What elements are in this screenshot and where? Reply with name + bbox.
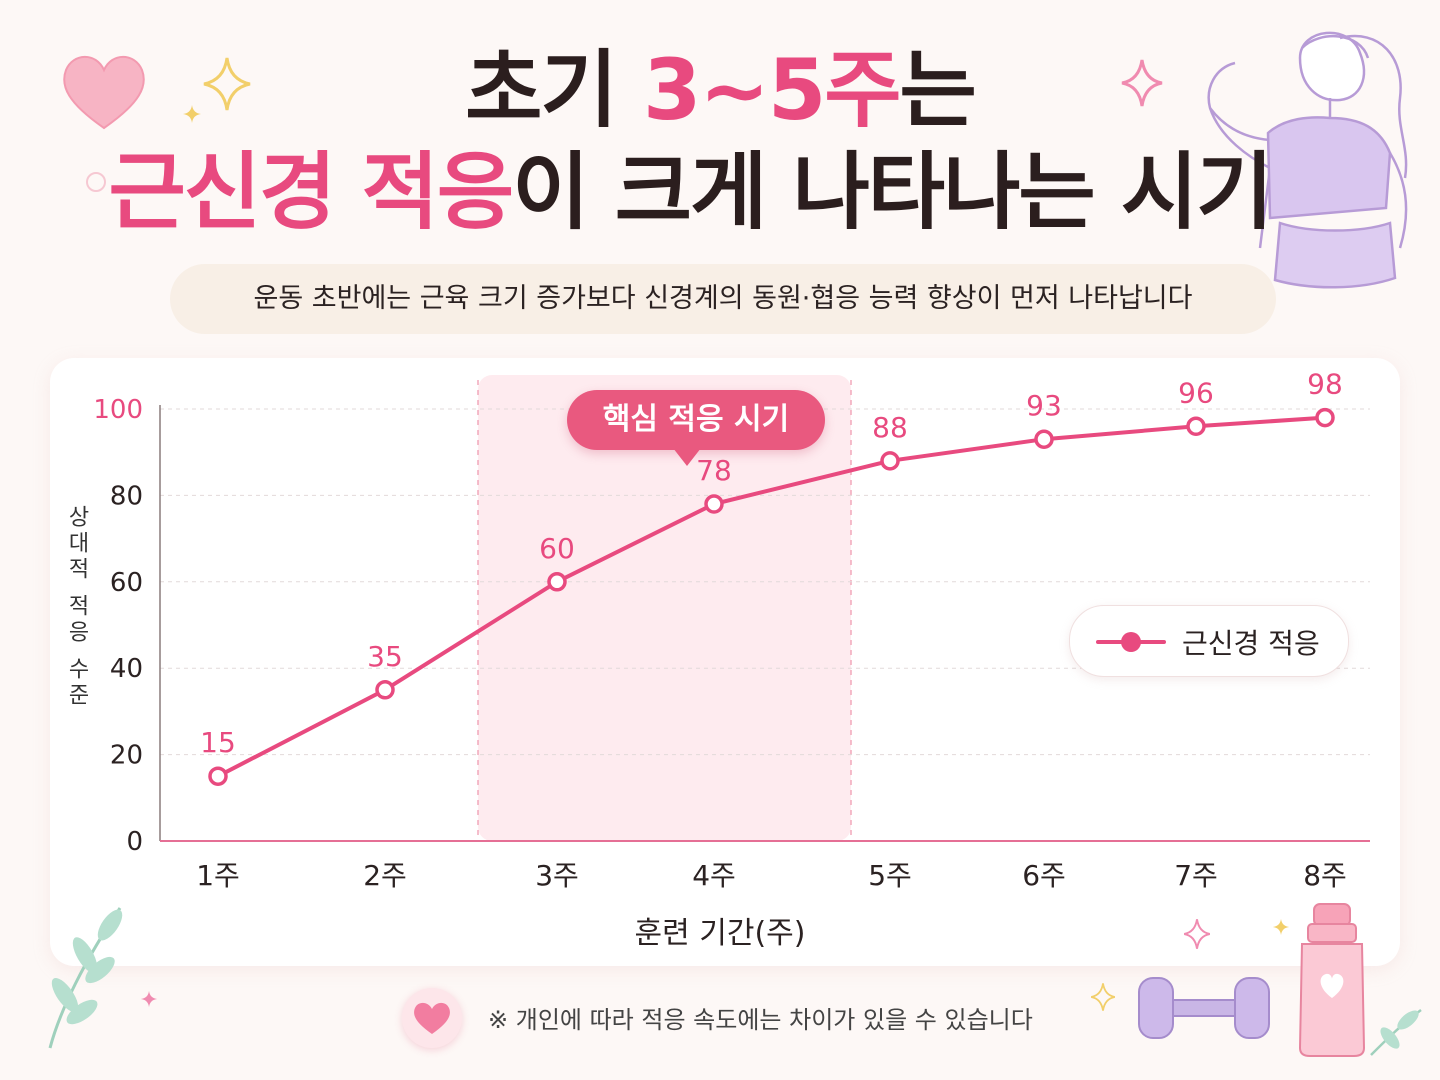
callout-tail [673, 448, 701, 466]
data-label: 60 [539, 532, 575, 565]
x-tick-label: 5주 [868, 859, 912, 892]
data-point [880, 451, 900, 471]
sparkle-icon [203, 57, 251, 111]
leaf-icon [1370, 1009, 1422, 1056]
y-tick-label: 100 [93, 395, 143, 425]
x-tick-label: 6주 [1022, 859, 1066, 892]
sparkle-icon [1183, 919, 1211, 949]
water-bottle-icon [1298, 903, 1366, 1057]
legend-label: 근신경 적응 [1182, 627, 1320, 660]
leaf-icon [48, 907, 123, 1049]
dumbbell-icon [1138, 977, 1270, 1039]
title-prefix: 초기 [465, 41, 643, 139]
data-label: 93 [1026, 389, 1062, 422]
decorative-dot [86, 172, 106, 192]
data-point [704, 494, 724, 514]
data-label: 78 [696, 454, 732, 487]
footnote: ※ 개인에 따라 적응 속도에는 차이가 있을 수 있습니다 [488, 1006, 1033, 1034]
title-highlight-adaptation: 근신경 적응 [108, 143, 515, 241]
woman-flexing-illustration [1207, 31, 1408, 289]
data-label: 35 [367, 640, 403, 673]
data-label: 88 [872, 411, 908, 444]
data-point [1186, 416, 1206, 437]
x-tick-label: 4주 [692, 859, 736, 892]
legend: 근신경 적응 [1069, 605, 1349, 677]
data-point [375, 680, 395, 700]
sparkle-icon [1121, 59, 1163, 107]
x-tick-label: 3주 [535, 859, 579, 892]
data-label: 96 [1178, 376, 1214, 409]
data-label: 15 [200, 726, 236, 759]
heart-badge [402, 988, 462, 1048]
heart-icon [414, 1002, 450, 1034]
title-line2-suffix: 이 크게 나타나는 시기 [512, 143, 1273, 241]
x-tick-label: 2주 [363, 859, 407, 892]
y-tick-label: 0 [126, 827, 143, 857]
data-point [1315, 407, 1335, 428]
subtitle-banner: 운동 초반에는 근육 크기 증가보다 신경계의 동원·협응 능력 향상이 먼저 … [170, 264, 1276, 334]
sparkle-icon [1090, 983, 1116, 1011]
y-tick-label: 20 [110, 741, 143, 771]
legend-marker [1121, 632, 1141, 652]
page-title: 초기 3~5주는 근신경 적응이 크게 나타나는 시기 [0, 40, 1440, 244]
x-tick-label: 7주 [1174, 859, 1218, 892]
sparkle-icon [140, 990, 158, 1008]
key-period-callout: 핵심 적응 시기 [567, 390, 825, 450]
series-line [217, 415, 1326, 778]
x-tick-label: 8주 [1303, 859, 1347, 892]
data-point [1034, 429, 1054, 449]
heart-icon [63, 55, 145, 130]
sparkle-icon [183, 105, 201, 123]
sparkle-icon [1272, 918, 1290, 936]
x-tick-label: 1주 [196, 859, 240, 892]
title-suffix: 는 [899, 41, 977, 139]
x-axis-label: 훈련 기간(주) [634, 916, 806, 951]
data-label: 98 [1307, 368, 1343, 401]
y-tick-label: 80 [110, 481, 143, 511]
y-tick-label: 40 [110, 654, 143, 684]
title-highlight-weeks: 3~5주 [642, 41, 902, 139]
data-point [547, 572, 567, 592]
data-point [208, 766, 228, 786]
y-tick-label: 60 [110, 568, 143, 598]
y-axis-label: 상대적 적응 수준 [64, 505, 89, 709]
